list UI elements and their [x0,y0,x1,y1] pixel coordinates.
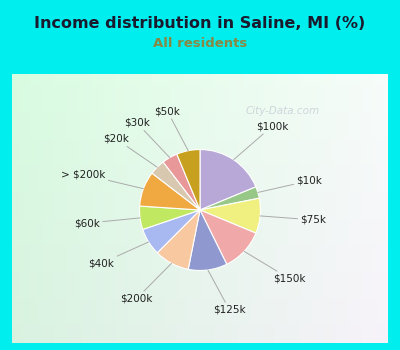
Text: $50k: $50k [154,106,188,151]
Wedge shape [163,154,200,210]
Wedge shape [152,162,200,210]
Wedge shape [200,198,260,233]
Wedge shape [200,210,256,264]
Wedge shape [200,149,256,210]
Wedge shape [188,210,227,271]
Text: > $200k: > $200k [61,169,143,189]
Wedge shape [143,210,200,253]
Wedge shape [140,173,200,210]
Text: City-Data.com: City-Data.com [246,106,320,116]
Text: $60k: $60k [74,218,140,228]
Text: $40k: $40k [88,242,149,268]
Wedge shape [177,149,200,210]
Text: $100k: $100k [234,121,288,160]
Text: All residents: All residents [153,37,247,50]
Text: $20k: $20k [103,134,157,167]
Text: Income distribution in Saline, MI (%): Income distribution in Saline, MI (%) [34,16,366,31]
Wedge shape [140,206,200,230]
Text: $125k: $125k [208,270,246,315]
Text: $75k: $75k [260,215,326,225]
Wedge shape [157,210,200,269]
Text: $30k: $30k [124,118,170,158]
Text: $10k: $10k [258,176,322,192]
Text: $150k: $150k [244,251,306,284]
Wedge shape [200,187,259,210]
Text: $200k: $200k [120,263,172,304]
